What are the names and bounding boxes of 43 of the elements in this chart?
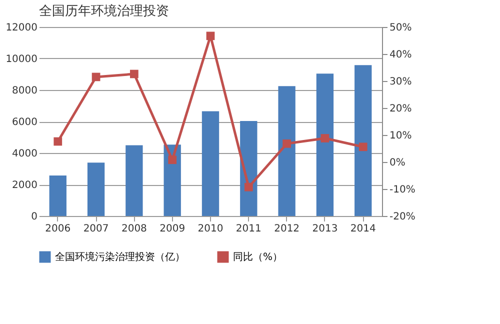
x-tick-label: 2008 — [121, 224, 147, 234]
bar — [202, 111, 220, 216]
y-tick-label: 6000 — [12, 117, 38, 128]
point — [320, 134, 330, 142]
y2-tick-label: -10% — [390, 184, 416, 196]
point — [206, 32, 215, 40]
legend-label: 同比（%） — [233, 251, 283, 263]
point — [130, 70, 138, 78]
x-tick-label: 2006 — [45, 224, 71, 234]
bar — [126, 145, 143, 216]
bar — [354, 65, 372, 216]
y2-tick-label: 30% — [390, 76, 412, 88]
bar — [49, 176, 66, 216]
x-tick-label: 2013 — [312, 224, 338, 234]
legend-label: 全国环境污染治理投资（亿） — [55, 251, 185, 263]
bar — [278, 86, 296, 216]
y-tick-label: 0 — [31, 212, 38, 222]
point — [358, 142, 368, 152]
y-tick-label: 2000 — [12, 180, 38, 191]
y2-tick-label: 10% — [390, 130, 412, 142]
x-tick-label: 2009 — [160, 224, 186, 234]
point — [282, 139, 291, 148]
point — [244, 182, 253, 192]
chart-title: 全国历年环境治理投资 — [39, 3, 169, 19]
y-tick-label: 4000 — [12, 148, 38, 160]
y2-tick-label: -20% — [390, 212, 416, 222]
point — [168, 156, 177, 164]
y2-tick-label: 20% — [390, 104, 412, 114]
point — [54, 137, 62, 146]
y-tick-label: 10000 — [6, 54, 38, 65]
x-tick-label: 2010 — [198, 224, 224, 234]
y-tick-label: 8000 — [12, 86, 38, 96]
y2-tick-label: 40% — [390, 50, 412, 60]
y2-tick-label: 0% — [390, 158, 406, 168]
x-tick-label: 2012 — [274, 224, 300, 234]
x-tick-label: 2011 — [236, 224, 262, 234]
x-tick-label: 2007 — [83, 224, 109, 234]
y2-tick-label: 50% — [390, 22, 412, 34]
point — [92, 72, 100, 82]
bar — [316, 74, 334, 216]
x-tick-label: 2014 — [350, 224, 376, 234]
y-tick-label: 12000 — [6, 22, 38, 34]
bar — [87, 162, 105, 216]
